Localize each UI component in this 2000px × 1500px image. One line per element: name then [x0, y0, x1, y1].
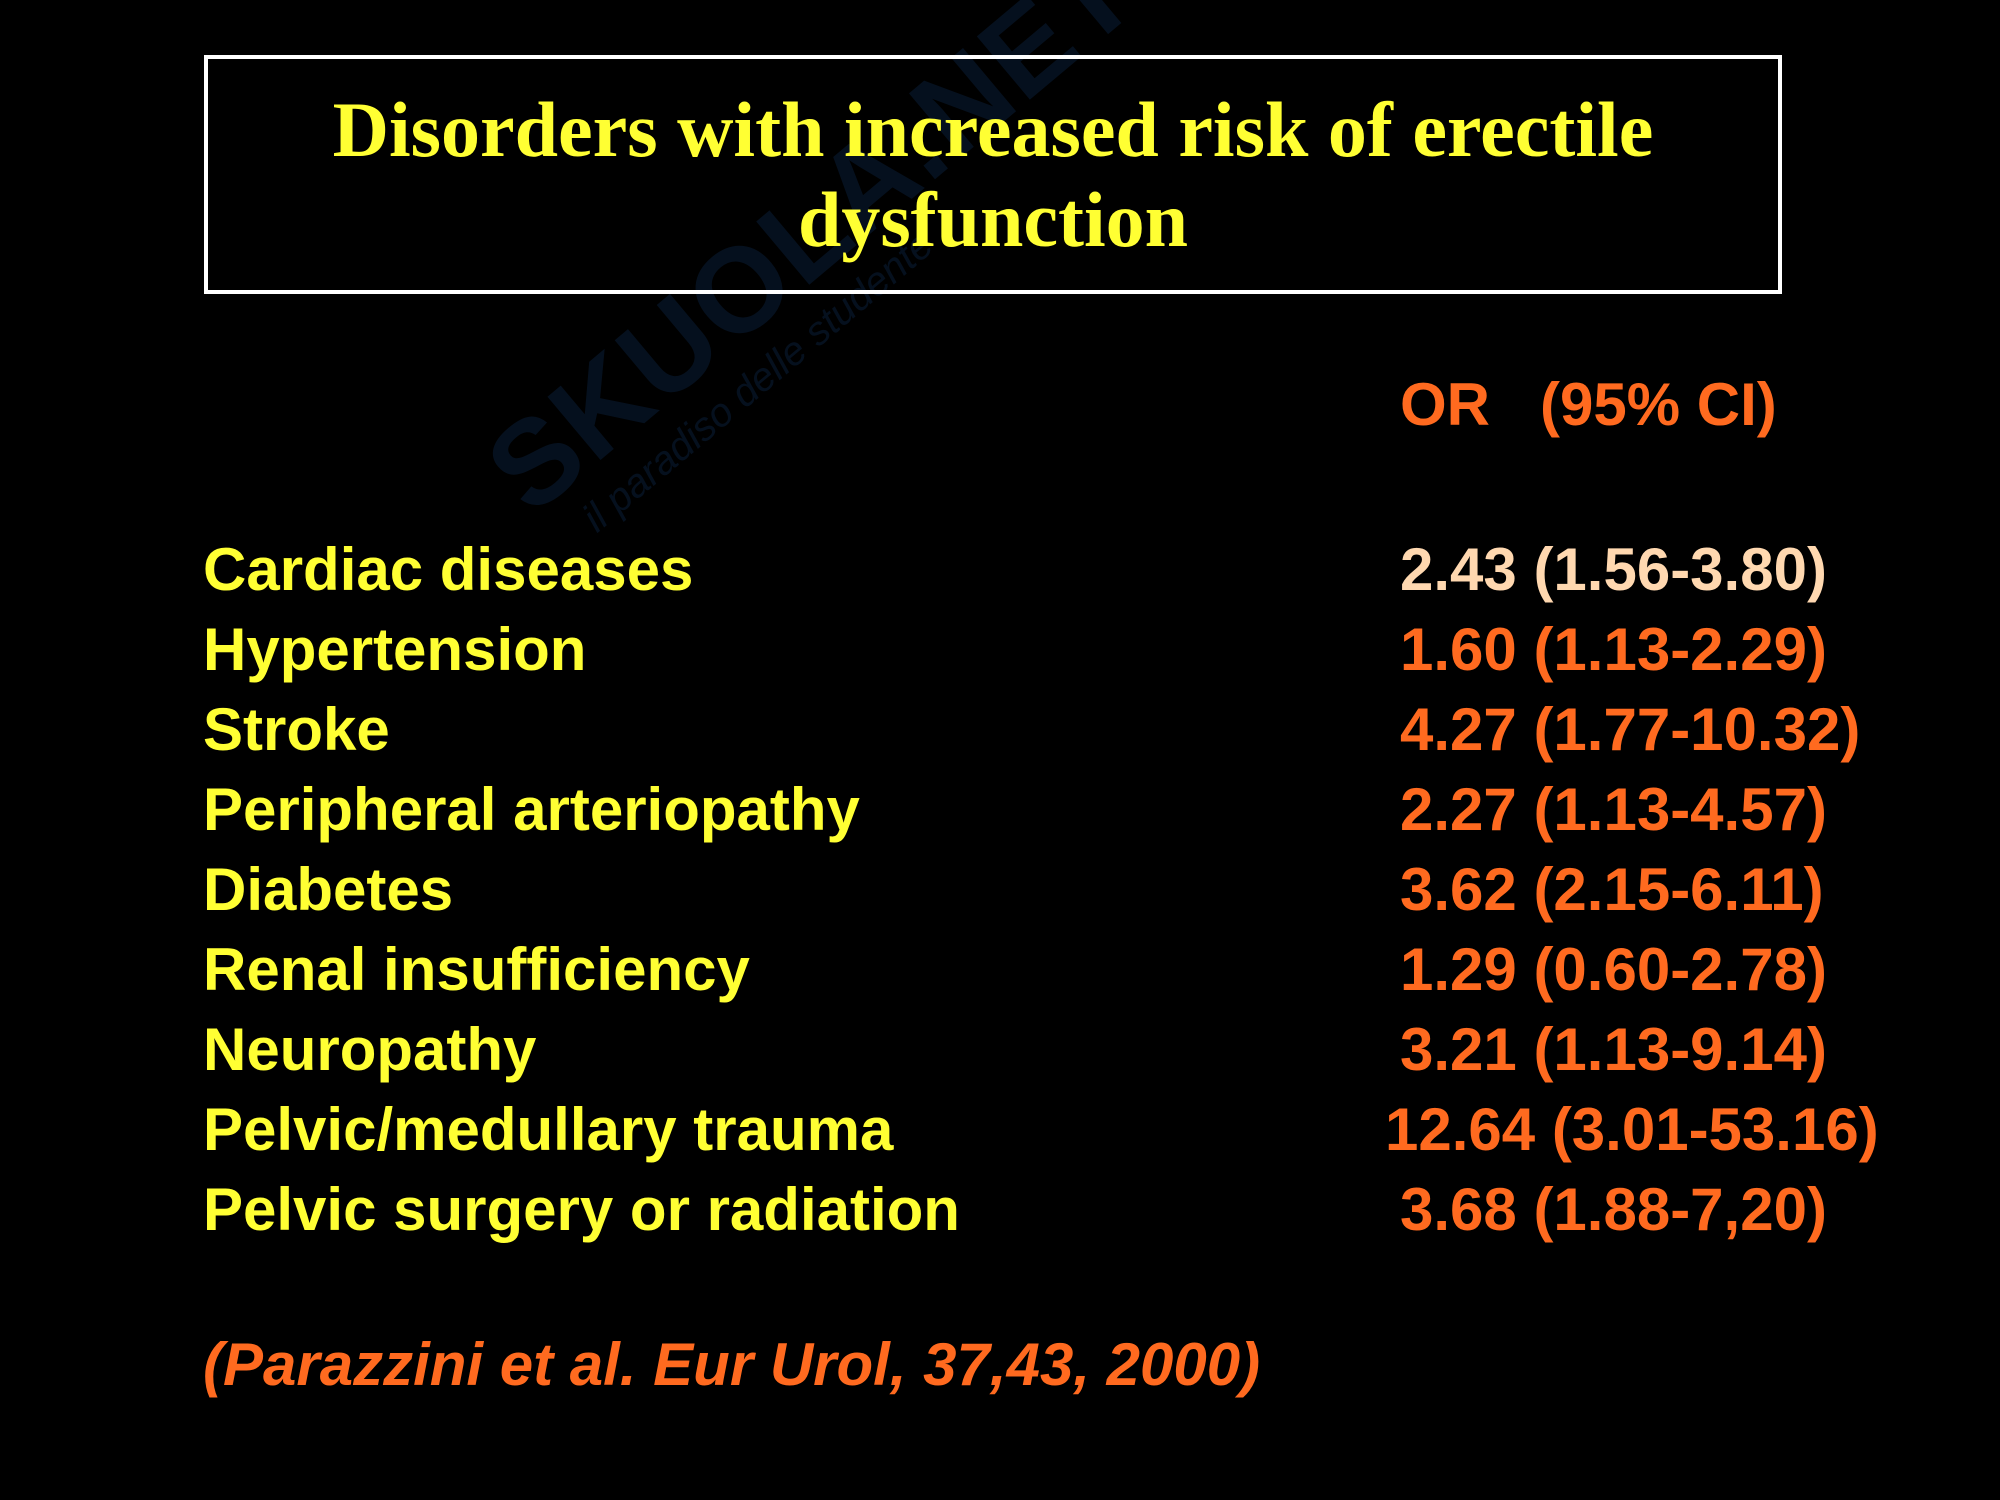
- risk-table: Cardiac diseases 2.43 (1.56-3.80) Hypert…: [0, 530, 2000, 1250]
- row-value: 3.68 (1.88-7,20): [1400, 1176, 1827, 1243]
- row-label: Neuropathy: [203, 1016, 537, 1083]
- slide-title: Disorders with increased risk of erectil…: [332, 85, 1654, 263]
- table-row: Neuropathy 3.21 (1.13-9.14): [0, 1010, 2000, 1090]
- row-label: Pelvic/medullary trauma: [203, 1096, 894, 1163]
- row-label: Diabetes: [203, 856, 454, 923]
- title-box: Disorders with increased risk of erectil…: [204, 55, 1782, 294]
- table-row: Pelvic surgery or radiation 3.68 (1.88-7…: [0, 1170, 2000, 1250]
- row-value: 2.27 (1.13-4.57): [1400, 776, 1827, 843]
- table-row: Cardiac diseases 2.43 (1.56-3.80): [0, 530, 2000, 610]
- table-row: Renal insufficiency 1.29 (0.60-2.78): [0, 930, 2000, 1010]
- table-row: Stroke 4.27 (1.77-10.32): [0, 690, 2000, 770]
- table-row: Diabetes 3.62 (2.15-6.11): [0, 850, 2000, 930]
- row-value: 1.60 (1.13-2.29): [1400, 616, 1827, 683]
- row-value: 3.21 (1.13-9.14): [1400, 1016, 1827, 1083]
- row-label: Renal insufficiency: [203, 936, 750, 1003]
- row-label: Cardiac diseases: [203, 536, 694, 603]
- row-label: Pelvic surgery or radiation: [203, 1176, 960, 1243]
- row-label: Hypertension: [203, 616, 587, 683]
- row-label: Stroke: [203, 696, 390, 763]
- row-value: 12.64 (3.01-53.16): [1385, 1096, 1879, 1163]
- row-label: Peripheral arteriopathy: [203, 776, 860, 843]
- row-value: 2.43 (1.56-3.80): [1400, 536, 1827, 603]
- table-row: Peripheral arteriopathy 2.27 (1.13-4.57): [0, 770, 2000, 850]
- row-value: 4.27 (1.77-10.32): [1400, 696, 1861, 763]
- column-header: OR (95% CI): [1400, 371, 1777, 438]
- row-value: 1.29 (0.60-2.78): [1400, 936, 1827, 1003]
- table-row: Pelvic/medullary trauma 12.64 (3.01-53.1…: [0, 1090, 2000, 1170]
- citation: (Parazzini et al. Eur Urol, 37,43, 2000): [203, 1331, 1261, 1398]
- table-row: Hypertension 1.60 (1.13-2.29): [0, 610, 2000, 690]
- row-value: 3.62 (2.15-6.11): [1400, 856, 1824, 923]
